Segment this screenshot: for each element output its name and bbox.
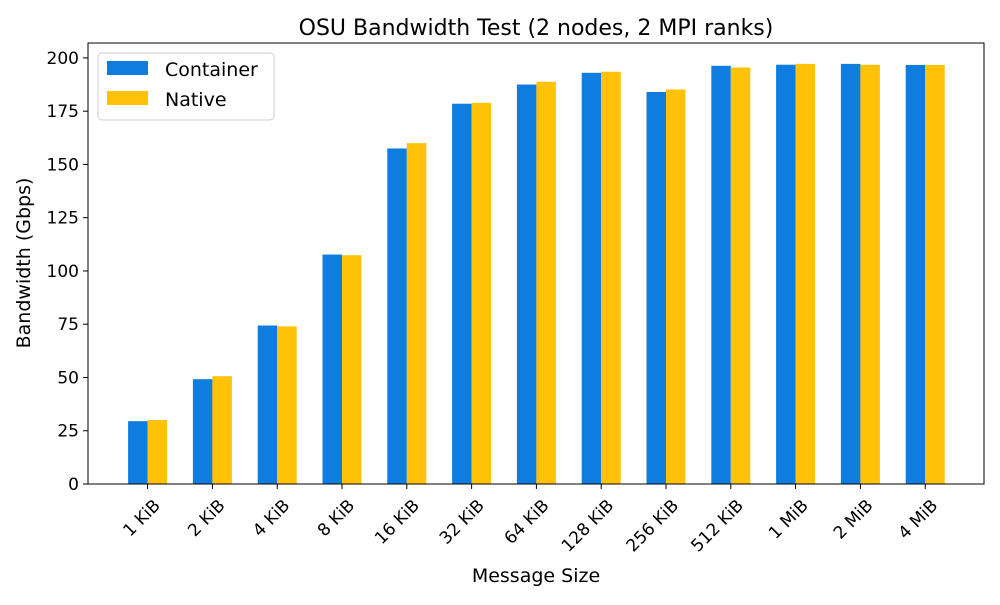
- y-axis-label: Bandwidth (Gbps): [13, 178, 35, 349]
- y-tick-label: 75: [57, 315, 79, 335]
- x-tick-label: 4 MiB: [895, 496, 943, 544]
- x-tick-label: 512 KiB: [687, 496, 747, 556]
- bar-container-2-kib: [192, 379, 213, 484]
- bar-native-16-kib: [406, 143, 427, 484]
- y-tick-label: 25: [57, 422, 79, 442]
- bar-container-8-kib: [322, 254, 342, 484]
- bars-layer: [128, 63, 945, 485]
- legend-swatch-container: [107, 61, 148, 75]
- x-tick-label: 4 KiB: [249, 496, 294, 541]
- bar-container-256-kib: [646, 92, 666, 484]
- y-tick-label: 100: [47, 262, 79, 282]
- y-tick-label: 200: [47, 49, 79, 69]
- bar-native-8-kib: [342, 255, 362, 484]
- legend-label-container: Container: [165, 59, 258, 81]
- x-tick-label: 32 KiB: [436, 496, 489, 549]
- bar-container-1-kib: [128, 421, 148, 484]
- x-tick-label: 8 KiB: [314, 496, 359, 541]
- bar-container-64-kib: [516, 84, 537, 484]
- bar-container-2-mib: [840, 63, 861, 484]
- bar-native-32-kib: [471, 102, 492, 484]
- x-tick-label: 1 MiB: [765, 496, 813, 544]
- bar-container-512-kib: [711, 65, 731, 484]
- bar-native-4-mib: [925, 64, 945, 484]
- bar-native-64-kib: [536, 81, 556, 484]
- bar-container-32-kib: [452, 103, 472, 484]
- x-tick-label: 16 KiB: [371, 496, 424, 549]
- x-tick-label: 64 KiB: [501, 496, 554, 549]
- x-tick-label: 2 KiB: [184, 496, 229, 541]
- bar-native-2-mib: [860, 64, 880, 484]
- y-tick-label: 150: [47, 155, 79, 175]
- bar-container-4-kib: [257, 325, 278, 484]
- x-tick-label: 1 KiB: [120, 496, 165, 541]
- bar-container-16-kib: [387, 148, 407, 484]
- bar-container-4-mib: [905, 64, 926, 484]
- y-tick-label: 125: [47, 209, 79, 229]
- bar-native-512-kib: [730, 67, 751, 484]
- legend-label-native: Native: [165, 89, 227, 111]
- y-tick-label: 0: [68, 475, 79, 495]
- y-tick-label: 50: [57, 368, 79, 388]
- bar-native-4-kib: [277, 326, 297, 484]
- x-tick-label: 2 MiB: [830, 496, 878, 544]
- y-tick-label: 175: [47, 102, 79, 122]
- x-tick-label: 128 KiB: [558, 496, 618, 556]
- legend: Container Native: [97, 52, 275, 121]
- bar-container-1-mib: [776, 64, 796, 484]
- bar-native-256-kib: [666, 89, 686, 484]
- bar-native-2-kib: [212, 376, 232, 484]
- bar-native-128-kib: [601, 71, 621, 485]
- bar-container-128-kib: [581, 72, 602, 485]
- chart-title: OSU Bandwidth Test (2 nodes, 2 MPI ranks…: [299, 16, 774, 41]
- x-axis-label: Message Size: [472, 565, 600, 587]
- bar-native-1-kib: [147, 420, 168, 484]
- bar-native-1-mib: [795, 63, 816, 484]
- x-tick-label: 256 KiB: [623, 496, 683, 556]
- legend-swatch-native: [107, 91, 148, 105]
